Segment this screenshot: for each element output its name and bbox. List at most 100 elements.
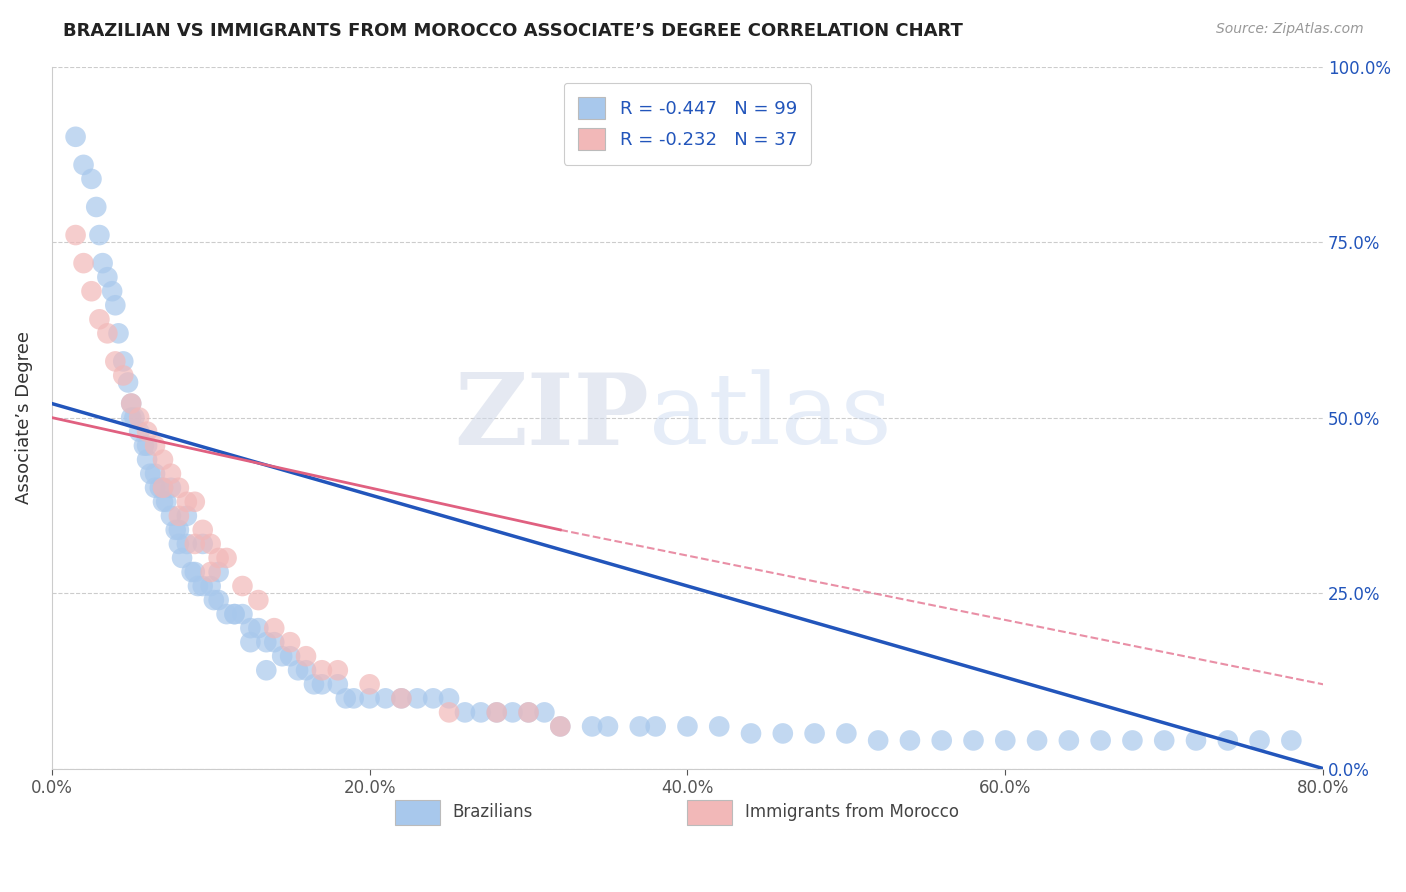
- Point: [136, 425, 159, 439]
- Point: [101, 284, 124, 298]
- Point: [422, 691, 444, 706]
- Point: [167, 481, 190, 495]
- Point: [271, 649, 294, 664]
- Point: [160, 467, 183, 481]
- Point: [200, 537, 222, 551]
- Point: [143, 467, 166, 481]
- Point: [1249, 733, 1271, 747]
- Point: [72, 256, 94, 270]
- Point: [80, 172, 103, 186]
- Point: [502, 706, 524, 720]
- Point: [254, 663, 277, 677]
- Point: [343, 691, 366, 706]
- Text: atlas: atlas: [650, 369, 891, 466]
- Point: [215, 551, 238, 566]
- Text: BRAZILIAN VS IMMIGRANTS FROM MOROCCO ASSOCIATE’S DEGREE CORRELATION CHART: BRAZILIAN VS IMMIGRANTS FROM MOROCCO ASS…: [63, 22, 963, 40]
- Point: [191, 579, 214, 593]
- Point: [176, 495, 198, 509]
- Point: [165, 523, 187, 537]
- Point: [65, 129, 87, 144]
- Point: [117, 376, 139, 390]
- Point: [550, 719, 572, 733]
- Point: [389, 691, 412, 706]
- Point: [628, 719, 651, 733]
- Point: [247, 621, 270, 635]
- Point: [136, 439, 159, 453]
- Point: [224, 607, 246, 621]
- Point: [152, 495, 174, 509]
- Point: [207, 593, 229, 607]
- Point: [128, 410, 150, 425]
- Point: [962, 733, 984, 747]
- Point: [112, 354, 135, 368]
- Point: [263, 635, 285, 649]
- Point: [160, 508, 183, 523]
- Point: [868, 733, 890, 747]
- Point: [326, 677, 349, 691]
- Point: [180, 565, 202, 579]
- Point: [803, 726, 825, 740]
- Point: [581, 719, 603, 733]
- Point: [359, 677, 381, 691]
- Text: Brazilians: Brazilians: [453, 803, 533, 821]
- Point: [231, 579, 253, 593]
- Point: [485, 706, 508, 720]
- Point: [374, 691, 396, 706]
- Point: [835, 726, 858, 740]
- Point: [65, 228, 87, 243]
- Point: [1057, 733, 1080, 747]
- Point: [898, 733, 921, 747]
- Point: [200, 565, 222, 579]
- Point: [389, 691, 412, 706]
- Point: [1026, 733, 1049, 747]
- Point: [406, 691, 429, 706]
- Point: [302, 677, 325, 691]
- Point: [994, 733, 1017, 747]
- Point: [184, 565, 207, 579]
- Point: [931, 733, 953, 747]
- Point: [160, 481, 183, 495]
- Point: [120, 396, 142, 410]
- Point: [311, 677, 333, 691]
- Point: [184, 537, 207, 551]
- Point: [1153, 733, 1175, 747]
- Y-axis label: Associate’s Degree: Associate’s Degree: [15, 331, 32, 504]
- Point: [295, 649, 318, 664]
- Point: [124, 410, 146, 425]
- Point: [184, 495, 207, 509]
- Legend: R = -0.447   N = 99, R = -0.232   N = 37: R = -0.447 N = 99, R = -0.232 N = 37: [564, 83, 811, 165]
- Point: [239, 635, 262, 649]
- Point: [676, 719, 699, 733]
- Point: [454, 706, 477, 720]
- Point: [263, 621, 285, 635]
- Point: [207, 565, 229, 579]
- Point: [136, 452, 159, 467]
- Point: [167, 537, 190, 551]
- Point: [96, 326, 118, 341]
- Point: [239, 621, 262, 635]
- Point: [104, 298, 127, 312]
- Point: [1090, 733, 1112, 747]
- Point: [143, 481, 166, 495]
- Point: [152, 481, 174, 495]
- Point: [224, 607, 246, 621]
- Point: [326, 663, 349, 677]
- Point: [170, 551, 193, 566]
- Point: [89, 228, 111, 243]
- Point: [187, 579, 209, 593]
- Point: [104, 354, 127, 368]
- Point: [254, 635, 277, 649]
- Text: Source: ZipAtlas.com: Source: ZipAtlas.com: [1216, 22, 1364, 37]
- Point: [200, 579, 222, 593]
- Point: [191, 523, 214, 537]
- Point: [533, 706, 555, 720]
- Point: [295, 663, 318, 677]
- Point: [437, 706, 460, 720]
- Point: [152, 481, 174, 495]
- Point: [176, 508, 198, 523]
- Point: [437, 691, 460, 706]
- Point: [247, 593, 270, 607]
- Point: [167, 523, 190, 537]
- Point: [152, 452, 174, 467]
- Point: [335, 691, 357, 706]
